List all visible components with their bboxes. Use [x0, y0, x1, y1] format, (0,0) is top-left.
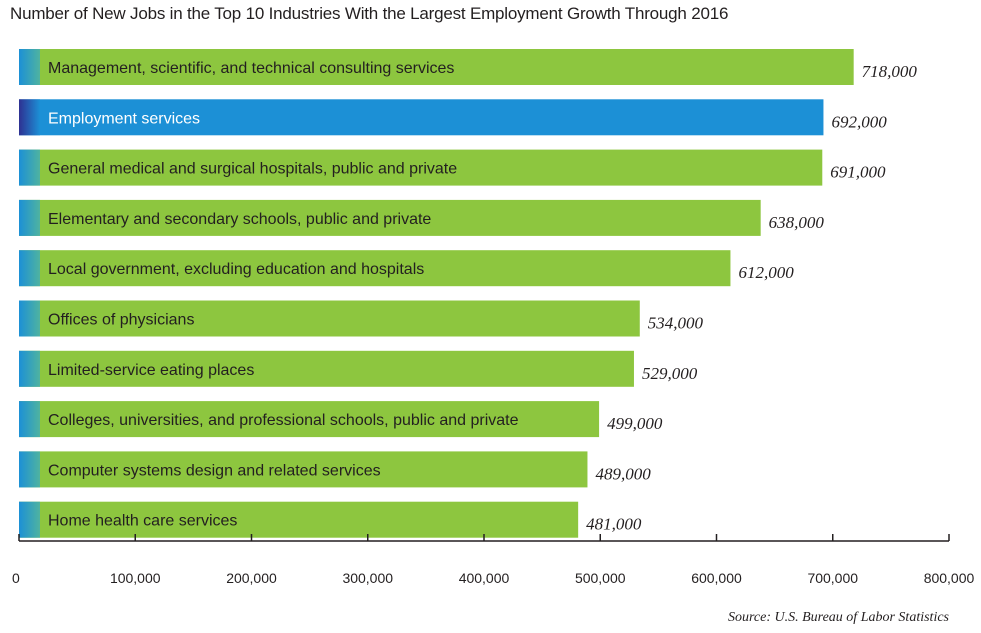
bar-accent-strip — [19, 250, 40, 287]
bar — [19, 250, 731, 287]
bar — [19, 451, 588, 488]
bar-accent-strip — [19, 49, 40, 85]
x-tick-label: 300,000 — [342, 570, 393, 586]
bar-accent-strip — [19, 501, 40, 538]
bar-group: Colleges, universities, and professional… — [19, 401, 663, 438]
bar-category-label: Local government, excluding education an… — [48, 261, 424, 278]
bar-value-label: 638,000 — [769, 213, 825, 232]
bar-group: Employment services 692,000 — [19, 99, 887, 136]
bar — [19, 300, 640, 337]
bar-group: Computer systems design and related serv… — [19, 451, 651, 488]
bar-value-label: 534,000 — [648, 314, 704, 333]
bar-accent-strip — [19, 300, 40, 337]
bar-category-label: Colleges, universities, and professional… — [48, 412, 519, 429]
bar — [19, 199, 761, 236]
x-tick-label: 0 — [12, 570, 20, 586]
x-tick-label: 400,000 — [459, 570, 510, 586]
bar-category-label: Home health care services — [48, 513, 237, 530]
bar-category-label: Computer systems design and related serv… — [48, 462, 381, 479]
bar-value-label: 692,000 — [831, 112, 887, 131]
bar-category-label: Management, scientific, and technical co… — [48, 60, 454, 77]
bar — [19, 501, 579, 538]
bar-group: Local government, excluding education an… — [19, 250, 794, 287]
bar-accent-strip — [19, 350, 40, 387]
bar — [19, 149, 823, 186]
bar — [19, 99, 824, 136]
bar-category-label: Limited-service eating places — [48, 362, 254, 379]
bar-category-label: Offices of physicians — [48, 312, 194, 329]
bar-value-label: 489,000 — [595, 464, 651, 483]
x-tick-label: 500,000 — [575, 570, 626, 586]
bar — [19, 49, 854, 85]
bar-category-label: General medical and surgical hospitals, … — [48, 161, 457, 178]
bar-value-label: 481,000 — [586, 515, 642, 534]
x-tick-label: 200,000 — [226, 570, 277, 586]
bar-accent-strip — [19, 199, 40, 236]
bar-group: Management, scientific, and technical co… — [19, 49, 917, 85]
bar-group: Limited-service eating places 529,000 — [19, 350, 698, 387]
bar-accent-strip — [19, 99, 40, 136]
bar-accent-strip — [19, 149, 40, 186]
x-tick-label: 100,000 — [110, 570, 161, 586]
bar-group: Elementary and secondary schools, public… — [19, 199, 825, 236]
x-axis: 0 100,000 200,000 300,000 400,000 500,000 600,… — [12, 534, 975, 586]
bar-category-label: Elementary and secondary schools, public… — [48, 211, 431, 228]
x-tick-label: 800,000 — [924, 570, 975, 586]
bar — [19, 401, 600, 438]
bar — [19, 350, 634, 387]
bar-category-label: Employment services — [48, 110, 200, 127]
bar-value-label: 612,000 — [738, 263, 794, 282]
bar-value-label: 529,000 — [642, 364, 698, 383]
bar-accent-strip — [19, 401, 40, 438]
bar-value-label: 499,000 — [607, 414, 663, 433]
source-note: Source: U.S. Bureau of Labor Statistics — [727, 610, 949, 625]
x-tick-label: 600,000 — [691, 570, 742, 586]
bars-layer: Management, scientific, and technical co… — [19, 49, 917, 538]
bar-group: Home health care services 481,000 — [19, 501, 642, 538]
bar-value-label: 718,000 — [862, 62, 918, 81]
bar-group: Offices of physicians 534,000 — [19, 300, 704, 337]
bar-accent-strip — [19, 451, 40, 488]
bar-group: General medical and surgical hospitals, … — [19, 149, 886, 186]
bar-value-label: 691,000 — [830, 163, 886, 182]
chart-title: Number of New Jobs in the Top 10 Industr… — [10, 4, 729, 23]
x-tick-label: 700,000 — [807, 570, 858, 586]
